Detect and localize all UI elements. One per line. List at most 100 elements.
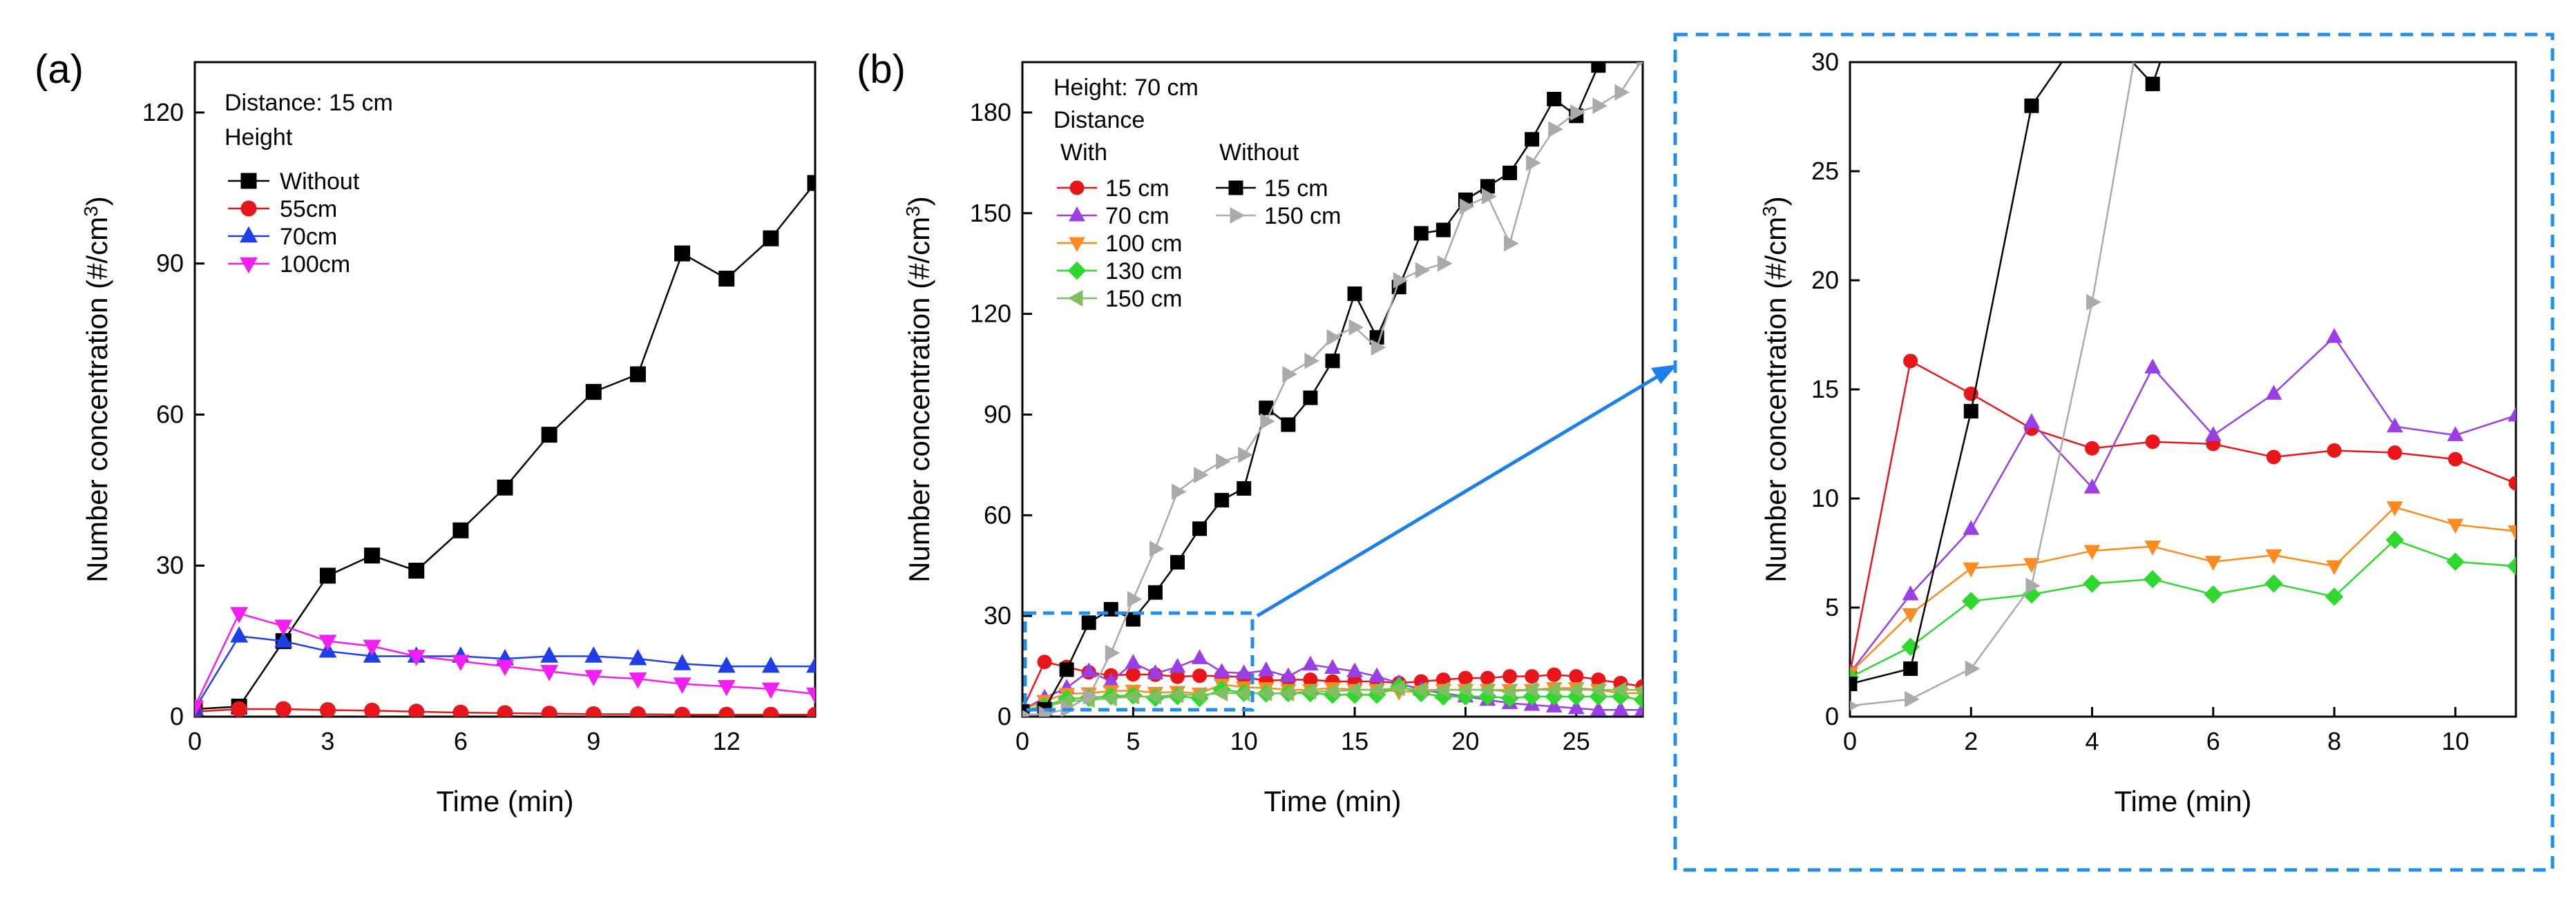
x-tick-label: 9 [586,727,600,755]
data-point [1545,681,1561,698]
y-tick-label: 180 [970,98,1011,126]
data-point [1456,681,1471,698]
data-point [1304,352,1319,369]
data-point [2204,426,2222,441]
data-point [1547,91,1562,106]
data-point [1567,681,1583,698]
data-point [1525,669,1540,684]
x-tick-label: 0 [1843,727,1857,755]
data-point [540,646,559,663]
data-point [1124,688,1139,705]
data-point [1282,366,1297,382]
chart-b-frame [1021,61,1644,718]
data-point [2385,530,2404,550]
data-point [408,563,425,579]
y-tick-label: 90 [984,400,1011,428]
data-point [1903,353,1918,369]
data-point [761,682,780,699]
data-point [1502,165,1518,180]
data-point [195,700,204,717]
data-point [1963,404,1978,419]
data-point [1589,681,1605,698]
data-point [1633,690,1643,709]
data-point [1325,353,1340,369]
chart-b-ylabel-close: ) [903,196,935,206]
legend-label: 150 cm [1264,203,1342,229]
data-point [673,654,691,670]
x-tick-label: 6 [454,727,468,755]
data-point [319,568,336,584]
data-point [1526,155,1541,171]
data-point [1168,686,1183,704]
data-point [2325,587,2344,606]
y-tick-label: 0 [998,702,1011,730]
data-point [2508,525,2516,541]
chart-inset-frame [1849,61,2517,718]
legend-b-with-header: With [1060,139,1107,166]
data-point [1257,661,1275,677]
data-point [1147,664,1164,679]
data-point [585,384,602,400]
chart-inset-plot-area [1850,62,2516,711]
data-point [1082,688,1098,705]
data-point [1435,222,1451,238]
data-point [761,656,780,673]
data-point [2024,98,2039,113]
legend-marker [1228,180,1243,195]
y-tick-label: 120 [970,300,1011,328]
data-point [2448,452,2463,467]
data-point [1963,562,1980,578]
data-point [1172,483,1187,501]
data-point [674,245,691,262]
data-point [807,175,815,191]
data-point [2386,417,2403,433]
y-tick-label: 20 [1811,266,1839,294]
data-point [2387,445,2403,461]
data-point [274,619,293,636]
y-tick-label: 10 [1811,484,1839,512]
data-point [452,522,469,539]
x-tick-label: 2 [1964,727,1978,755]
data-point [1965,660,1981,677]
data-point [1591,62,1606,73]
data-point [364,702,381,717]
data-point [1567,699,1585,715]
data-point [1022,710,1032,717]
data-point [763,230,779,246]
y-tick-label: 15 [1811,375,1839,403]
data-point [1413,226,1429,241]
data-point [2326,328,2343,343]
legend-label: 130 cm [1105,258,1183,284]
zoom-arrow-head [1651,365,1677,384]
data-point [1459,198,1475,215]
data-point [629,706,646,717]
data-point [2446,552,2465,571]
data-point [718,271,735,287]
data-point [585,706,602,717]
legend-label: 70 cm [1105,203,1170,229]
series-line-with-100cm [1850,506,2516,674]
x-tick-label: 0 [1015,727,1029,755]
data-point [1368,681,1383,698]
legend-marker [1069,180,1085,195]
series-line-without-150cm [1022,62,1642,716]
data-point [2083,574,2101,593]
legend-a-title2: Height [225,124,293,151]
data-point [1235,664,1252,679]
data-point [763,706,779,717]
data-point [1346,662,1363,677]
data-point [2204,556,2222,571]
data-point [2145,77,2160,92]
data-point [2266,449,2281,465]
data-point [1612,701,1629,716]
y-tick-label: 0 [1825,702,1839,730]
data-point [451,655,470,672]
y-tick-label: 90 [156,249,184,278]
data-point [1850,677,1858,692]
series-line-with-70cm [1850,336,2516,674]
series-line-with-15cm [1850,360,2516,674]
